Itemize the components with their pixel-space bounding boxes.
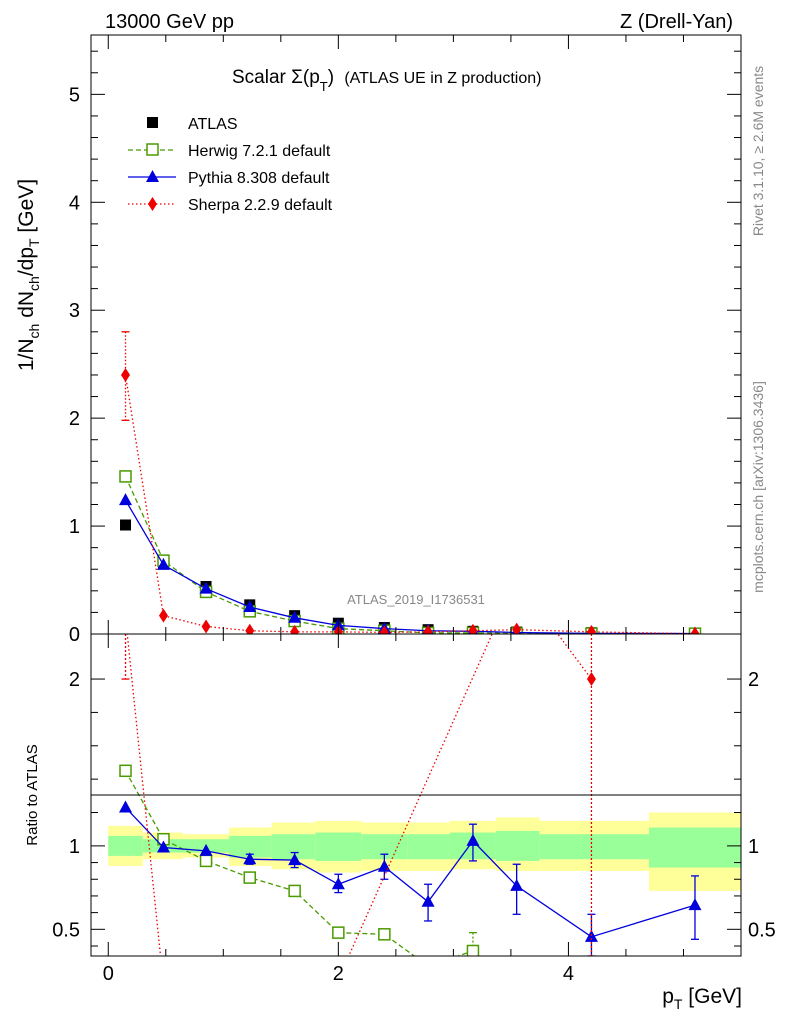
legend-sherpa-marker xyxy=(148,197,157,211)
herwig-main-line xyxy=(124,476,695,634)
sherpa-main-point xyxy=(468,623,478,634)
legend-atlas-marker xyxy=(147,117,158,128)
tick-labels: 0 2 4 0 1 2 3 4 5 0.5 0.5 1 1 2 2 xyxy=(52,84,776,985)
inner-band-bin xyxy=(539,834,649,860)
ratio-y-tick-label-right: 2 xyxy=(748,669,759,691)
sherpa-main-point xyxy=(290,624,300,634)
axis-ticks xyxy=(91,35,742,956)
main-y-tick-label: 0 xyxy=(69,624,80,646)
pythia-ratio-point xyxy=(288,853,302,866)
main-y-tick-label: 2 xyxy=(69,408,80,430)
ratio-series-group xyxy=(119,634,702,956)
herwig-ratio-point xyxy=(243,871,257,884)
x-axis-label: pT [GeV] xyxy=(662,985,742,1012)
herwig-main-point xyxy=(119,470,132,483)
inner-band-bin xyxy=(315,832,362,861)
plot-title-suffix: (ATLAS UE in Z production) xyxy=(344,70,541,87)
herwig-ratio-point xyxy=(199,854,213,868)
pythia-main-point xyxy=(243,600,257,613)
sherpa-main-point xyxy=(158,608,168,623)
plot-title-main: Scalar Σ(p xyxy=(232,67,320,88)
pythia-ratio-line xyxy=(125,807,696,938)
herwig-ratio-point xyxy=(288,884,301,898)
sherpa-main-point xyxy=(586,624,596,634)
mcplots-label: mcplots.cern.ch [arXiv:1306.3436] xyxy=(750,381,766,593)
herwig-ratio-point xyxy=(466,944,480,956)
pythia-ratio-point xyxy=(421,894,435,907)
plot-title-close: ) xyxy=(328,67,334,88)
inner-band-bin xyxy=(229,835,272,858)
inner-band-bin xyxy=(648,827,741,868)
plot-title-sub: T xyxy=(320,79,328,94)
main-y-tick-label: 3 xyxy=(69,300,80,322)
inner-band-bin xyxy=(271,834,316,860)
herwig-ratio-point xyxy=(119,764,132,778)
y-axis-label-ratio: Ratio to ATLAS xyxy=(24,744,41,845)
sherpa-main-point xyxy=(245,623,255,634)
herwig-ratio-point xyxy=(332,926,345,939)
analysis-id: ATLAS_2019_I1736531 xyxy=(347,592,485,607)
herwig-ratio-point xyxy=(378,928,391,941)
pythia-main-point xyxy=(119,493,133,506)
pythia-ratio-point xyxy=(119,800,133,813)
inner-band-bin xyxy=(108,835,143,856)
sherpa-main-point xyxy=(512,622,522,634)
pythia-main-line xyxy=(124,499,695,634)
legend-herwig-label: Herwig 7.2.1 default xyxy=(188,143,331,160)
chart-series xyxy=(119,331,702,956)
rivet-label: Rivet 3.1.10, ≥ 2.6M events xyxy=(750,66,766,236)
main-series-group xyxy=(119,331,702,634)
ratio-y-tick-label-left: 1 xyxy=(69,836,80,858)
pythia-ratio-point xyxy=(243,852,257,865)
main-y-tick-label: 4 xyxy=(69,192,80,214)
y-axis-label-main: 1/Nch dNch/dpT [GeV] xyxy=(15,179,42,371)
sherpa-ratio-line xyxy=(126,634,592,956)
sherpa-main-point xyxy=(423,624,433,634)
legend-herwig-marker xyxy=(146,143,159,156)
plot-title: Scalar Σ(pT) (ATLAS UE in Z production) xyxy=(232,67,541,94)
sherpa-ratio-point xyxy=(586,672,596,687)
x-tick-label: 2 xyxy=(333,963,344,985)
header-right: Z (Drell-Yan) xyxy=(620,11,733,33)
inner-band-bin xyxy=(407,834,450,860)
main-y-tick-label: 1 xyxy=(69,516,80,538)
main-y-tick-label: 5 xyxy=(69,84,80,106)
pythia-main-point xyxy=(288,610,302,623)
ratio-y-tick-label-left: 0.5 xyxy=(52,919,80,941)
pythia-ratio-point xyxy=(331,877,345,890)
sherpa-main-point xyxy=(379,625,389,634)
ratio-y-tick-label-right: 0.5 xyxy=(748,919,776,941)
legend-pythia-marker xyxy=(146,170,159,182)
legend-pythia-label: Pythia 8.308 default xyxy=(188,170,330,187)
legend-sherpa-label: Sherpa 2.2.9 default xyxy=(188,197,333,214)
x-tick-label: 4 xyxy=(563,963,574,985)
sherpa-main-point xyxy=(690,626,700,634)
pythia-ratio-point xyxy=(199,843,213,856)
pythia-main-point xyxy=(156,557,170,570)
x-tick-label: 0 xyxy=(103,963,114,985)
pythia-ratio-point xyxy=(688,898,702,911)
pythia-ratio-point xyxy=(466,833,480,846)
ratio-y-tick-label-right: 1 xyxy=(748,836,759,858)
header-left: 13000 GeV pp xyxy=(105,11,234,33)
inner-band-bin xyxy=(495,830,540,861)
legend-atlas-label: ATLAS xyxy=(188,116,238,133)
legend: ATLAS Herwig 7.2.1 default Pythia 8.308 … xyxy=(128,116,333,214)
pythia-ratio-point xyxy=(156,840,170,853)
sherpa-main-point xyxy=(121,367,131,382)
sherpa-main-point xyxy=(201,619,211,634)
sherpa-main-line xyxy=(124,374,695,634)
atlas-main-point xyxy=(120,519,132,531)
ratio-y-tick-label-left: 2 xyxy=(69,669,80,691)
pythia-main-point xyxy=(199,581,213,594)
pythia-ratio-point xyxy=(510,878,524,891)
